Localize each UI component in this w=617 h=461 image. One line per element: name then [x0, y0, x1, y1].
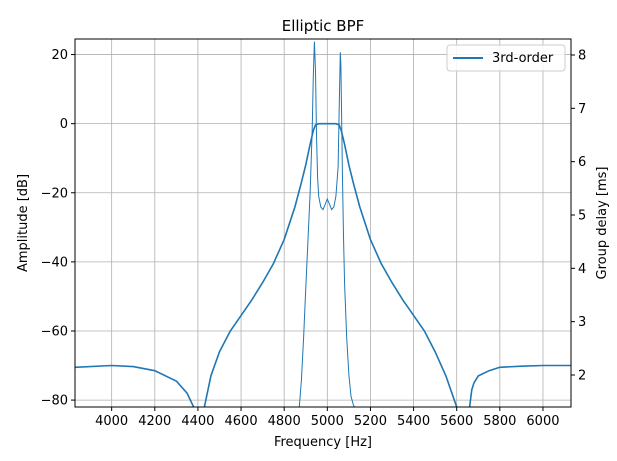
- y-tick-label: 0: [60, 117, 68, 132]
- x-tick-label: 4600: [225, 414, 258, 429]
- chart-title: Elliptic BPF: [282, 17, 365, 35]
- x-tick-label: 5400: [397, 414, 430, 429]
- legend-label-3rd-order: 3rd-order: [492, 51, 554, 66]
- x-tick-label: 5200: [354, 414, 387, 429]
- grid: [75, 39, 571, 407]
- y-tick-label: −80: [41, 394, 68, 409]
- series-line-group-delay: [298, 41, 355, 407]
- y2-tick-label: 6: [578, 155, 586, 170]
- legend: 3rd-order: [446, 44, 566, 72]
- y-axis-label: Amplitude [dB]: [16, 174, 31, 272]
- y2-axis-ticks: 2 3 4 5 6 7 8: [571, 49, 586, 384]
- y2-tick-label: 7: [578, 102, 586, 117]
- x-tick-label: 4400: [181, 414, 214, 429]
- x-tick-label: 5800: [483, 414, 516, 429]
- series-line-3rd-order: [75, 122, 571, 407]
- x-tick-label: 5600: [440, 414, 473, 429]
- y2-tick-label: 4: [578, 262, 586, 277]
- y2-tick-label: 2: [578, 369, 586, 384]
- y-tick-label: −40: [41, 255, 68, 270]
- legend-box: [446, 44, 566, 72]
- y2-tick-label: 3: [578, 315, 586, 330]
- y-tick-label: −20: [41, 186, 68, 201]
- y-tick-label: 20: [51, 48, 68, 63]
- x-tick-label: 4000: [95, 414, 128, 429]
- x-tick-label: 4800: [268, 414, 301, 429]
- y2-tick-label: 5: [578, 209, 586, 224]
- y-axis-ticks: 20 0 −20 −40 −60 −80: [41, 48, 75, 409]
- plot-frame: [74, 38, 572, 408]
- x-tick-label: 6000: [526, 414, 559, 429]
- x-axis-label: Frequency [Hz]: [274, 435, 372, 450]
- x-tick-label: 4200: [138, 414, 171, 429]
- x-axis-ticks: 4000 4200 4400 4600 4800 5000 5200 5400 5600 5800…: [95, 407, 560, 429]
- x-tick-label: 5000: [311, 414, 344, 429]
- y2-axis-label: Group delay [ms]: [595, 167, 610, 280]
- y2-tick-label: 8: [578, 49, 586, 64]
- y-tick-label: −60: [41, 324, 68, 339]
